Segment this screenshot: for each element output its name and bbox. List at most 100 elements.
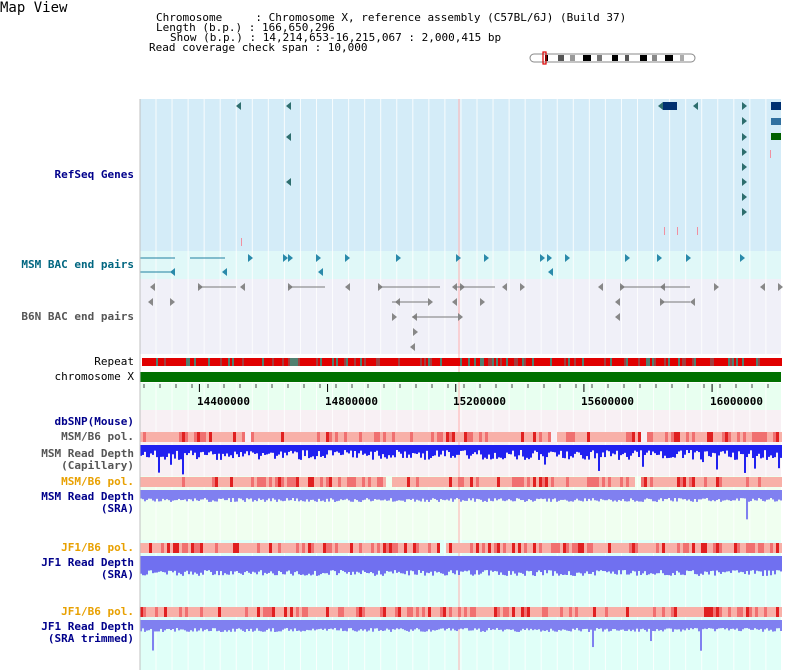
- repeat-segment: [248, 358, 250, 366]
- msm-b6-pol-2-heat: [764, 477, 767, 487]
- msm-capillary-depth-bar: [462, 445, 464, 451]
- msm-b6-pol-heat: [308, 432, 311, 442]
- jf1-b6-pol-heat: [551, 543, 554, 553]
- track-label-jf1-depth-trimmed[interactable]: JF1 Read Depth: [41, 620, 134, 633]
- track-label-jf1-b6-pol-1[interactable]: JF1/B6 pol.: [61, 541, 134, 554]
- repeat-segment: [330, 358, 332, 366]
- track-label-dbsnp[interactable]: dbSNP(Mouse): [54, 415, 134, 428]
- jf1-sra-depth-bar: [230, 556, 232, 572]
- msm-sra-depth-bar: [738, 490, 740, 501]
- msm-b6-pol-heat: [413, 432, 416, 442]
- track-label-b6n-bac[interactable]: B6N BAC end pairs: [21, 310, 134, 323]
- msm-b6-pol-heat: [626, 432, 629, 442]
- msm-capillary-depth-bar: [254, 445, 256, 454]
- msm-sra-depth-bar: [214, 490, 216, 502]
- msm-b6-pol-heat: [689, 432, 692, 442]
- repeat-segment: [430, 358, 432, 366]
- msm-sra-depth-bar: [402, 490, 404, 501]
- msm-sra-depth-bar: [592, 490, 594, 499]
- msm-capillary-depth-bar: [338, 445, 340, 453]
- msm-sra-depth-bar: [176, 490, 178, 501]
- jf1-trimmed-depth-bar: [234, 620, 236, 632]
- msm-capillary-depth-bar: [306, 445, 308, 451]
- msm-b6-pol-2-heat: [281, 477, 284, 487]
- jf1-sra-depth-bar: [408, 556, 410, 576]
- track-label-msm-depth-capillary[interactable]: MSM Read Depth: [41, 447, 134, 460]
- jf1-b6-pol-heat: [650, 543, 653, 553]
- msm-b6-pol-2-heat: [245, 477, 248, 487]
- jf1-b6-pol-2-heat: [242, 607, 245, 617]
- jf1-b6-pol-2-heat: [506, 607, 509, 617]
- msm-capillary-depth-bar: [150, 445, 152, 454]
- jf1-trimmed-depth-bar: [676, 620, 678, 630]
- jf1-b6-pol-2-heat: [536, 607, 539, 617]
- jf1-sra-depth-bar: [190, 556, 192, 572]
- msm-capillary-depth-bar: [202, 445, 204, 452]
- track-label-msm-b6-pol-1[interactable]: MSM/B6 pol.: [61, 430, 134, 443]
- msm-b6-pol-2-heat: [308, 477, 311, 487]
- repeat-segment: [726, 358, 728, 366]
- repeat-segment: [462, 358, 464, 366]
- jf1-sra-depth-bar: [580, 556, 582, 574]
- msm-sra-depth-bar: [168, 490, 170, 501]
- jf1-trimmed-depth-bar: [748, 620, 750, 629]
- jf1-sra-depth-bar: [504, 556, 506, 576]
- msm-b6-pol-heat: [776, 432, 779, 442]
- msm-capillary-depth-bar: [156, 445, 158, 458]
- msm-b6-pol-heat: [767, 432, 770, 442]
- msm-b6-pol-2-heat: [500, 477, 503, 487]
- jf1-sra-depth-bar: [188, 556, 190, 575]
- msm-capillary-depth-bar: [548, 445, 550, 453]
- jf1-b6-pol-heat: [722, 543, 725, 553]
- msm-sra-depth-bar: [450, 490, 452, 499]
- track-label-msm-bac[interactable]: MSM BAC end pairs: [21, 258, 134, 271]
- jf1-b6-pol-2-heat: [302, 607, 305, 617]
- msm-b6-pol-2-heat: [335, 477, 338, 487]
- msm-sra-depth-bar: [162, 490, 164, 499]
- jf1-trimmed-depth-bar: [318, 620, 320, 630]
- refseq-tick: [677, 227, 678, 235]
- jf1-b6-pol-heat: [740, 543, 743, 553]
- jf1-b6-pol-heat: [347, 543, 350, 553]
- msm-capillary-depth-bar: [714, 445, 716, 454]
- jf1-b6-pol-heat: [584, 543, 587, 553]
- track-label-refseq[interactable]: RefSeq Genes: [54, 168, 134, 181]
- msm-capillary-depth-bar: [474, 445, 476, 453]
- msm-b6-pol-heat: [395, 432, 398, 442]
- track-label-jf1-b6-pol-2[interactable]: JF1/B6 pol.: [61, 605, 134, 618]
- jf1-b6-pol-heat: [545, 543, 548, 553]
- jf1-b6-pol-heat: [209, 543, 212, 553]
- jf1-b6-pol-heat: [707, 543, 710, 553]
- msm-capillary-depth-bar: [348, 445, 350, 454]
- msm-b6-pol-2-heat: [155, 477, 158, 487]
- msm-capillary-depth-bar: [710, 445, 712, 457]
- jf1-sra-depth-bar: [222, 556, 224, 576]
- msm-capillary-depth-bar: [350, 445, 352, 451]
- msm-b6-pol-heat: [260, 432, 263, 442]
- msm-sra-depth-bar: [264, 490, 266, 502]
- track-label-msm-depth-sra[interactable]: MSM Read Depth: [41, 490, 134, 503]
- msm-b6-pol-2-heat: [419, 477, 422, 487]
- repeat-segment: [174, 358, 176, 366]
- repeat-segment: [296, 358, 298, 366]
- msm-b6-pol-2-heat: [173, 477, 176, 487]
- repeat-segment: [762, 358, 764, 366]
- jf1-b6-pol-2-heat: [413, 607, 416, 617]
- jf1-trimmed-depth-bar: [664, 620, 666, 630]
- jf1-trimmed-depth-bar: [342, 620, 344, 632]
- msm-b6-pol-heat: [635, 432, 638, 442]
- jf1-sra-depth-bar: [204, 556, 206, 571]
- msm-b6-pol-heat: [239, 432, 242, 442]
- repeat-segment: [652, 358, 654, 366]
- repeat-segment: [282, 358, 284, 366]
- msm-b6-pol-heat: [254, 432, 257, 442]
- jf1-b6-pol-2-heat: [377, 607, 380, 617]
- repeat-segment: [346, 358, 348, 366]
- repeat-segment: [710, 358, 712, 366]
- msm-b6-pol-2-heat: [482, 477, 485, 487]
- msm-capillary-depth-bar: [718, 445, 720, 456]
- ideogram-band: [597, 55, 602, 61]
- track-label-msm-b6-pol-2[interactable]: MSM/B6 pol.: [61, 475, 134, 488]
- track-label-jf1-depth-sra[interactable]: JF1 Read Depth: [41, 556, 134, 569]
